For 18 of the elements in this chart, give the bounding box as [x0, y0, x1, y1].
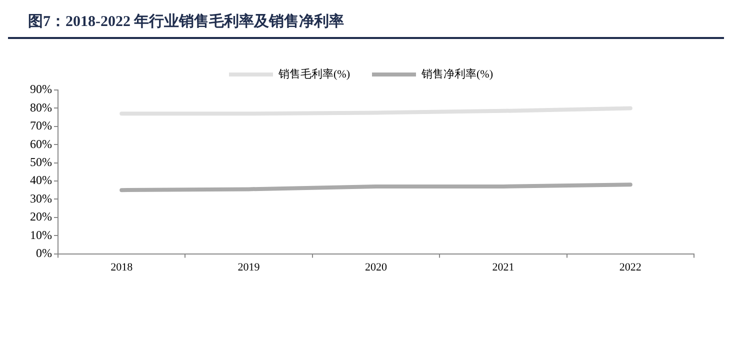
legend-label: 销售净利率(%)	[420, 67, 494, 80]
x-tick-label: 2018	[110, 261, 134, 274]
x-tick-label: 2019	[238, 261, 260, 274]
y-tick-label: 60%	[30, 136, 52, 151]
legend-label: 销售毛利率(%)	[278, 67, 350, 80]
y-tick-label: 20%	[30, 210, 52, 224]
x-tick-label: 2022	[619, 261, 642, 274]
y-tick-label: 90%	[30, 82, 52, 96]
y-tick-label: 70%	[30, 118, 52, 133]
y-tick-label: 10%	[30, 228, 52, 242]
x-tick-label: 2020	[365, 261, 388, 274]
y-tick-label: 30%	[30, 191, 52, 206]
chart-title: 图7：2018-2022 年行业销售毛利率及销售净利率	[8, 8, 724, 39]
y-tick-label: 80%	[30, 100, 52, 114]
y-tick-label: 0%	[36, 246, 52, 260]
x-tick-label: 2021	[492, 261, 514, 274]
y-tick-label: 40%	[30, 173, 52, 188]
y-tick-label: 50%	[30, 154, 52, 169]
